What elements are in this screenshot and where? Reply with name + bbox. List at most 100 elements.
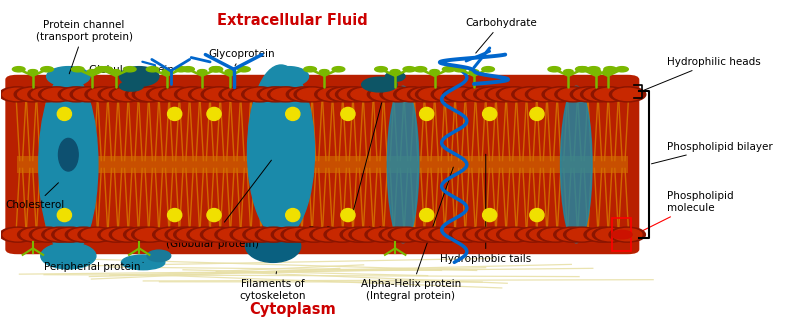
Circle shape: [70, 87, 106, 102]
Text: Carbohydrate: Carbohydrate: [466, 17, 538, 53]
Circle shape: [126, 87, 162, 102]
Circle shape: [415, 87, 452, 102]
Ellipse shape: [147, 250, 170, 262]
Circle shape: [219, 87, 255, 102]
Ellipse shape: [419, 209, 434, 222]
Circle shape: [245, 88, 274, 100]
Circle shape: [230, 227, 266, 242]
Circle shape: [174, 227, 210, 242]
Ellipse shape: [341, 107, 355, 120]
Circle shape: [169, 229, 198, 241]
Circle shape: [95, 67, 108, 72]
Circle shape: [222, 88, 252, 100]
Circle shape: [238, 67, 250, 72]
Text: Extracellular Fluid: Extracellular Fluid: [218, 13, 368, 28]
Ellipse shape: [207, 209, 221, 222]
Circle shape: [353, 229, 382, 241]
Circle shape: [258, 229, 288, 241]
Circle shape: [367, 87, 404, 102]
Ellipse shape: [247, 65, 314, 238]
Circle shape: [541, 229, 570, 241]
Circle shape: [102, 229, 130, 241]
Circle shape: [14, 87, 50, 102]
FancyBboxPatch shape: [6, 75, 639, 254]
Circle shape: [558, 88, 588, 100]
Circle shape: [225, 69, 234, 73]
Circle shape: [587, 229, 617, 241]
Circle shape: [123, 67, 136, 72]
Circle shape: [529, 88, 558, 100]
Circle shape: [150, 88, 179, 100]
Text: Protein channel
(transport protein): Protein channel (transport protein): [35, 20, 133, 74]
Circle shape: [98, 87, 134, 102]
Ellipse shape: [419, 107, 434, 120]
Circle shape: [478, 88, 506, 100]
Circle shape: [406, 227, 442, 242]
Circle shape: [294, 87, 330, 102]
Circle shape: [205, 88, 234, 100]
Circle shape: [136, 88, 165, 100]
Circle shape: [349, 227, 386, 242]
Circle shape: [327, 229, 357, 241]
Circle shape: [489, 88, 518, 100]
Circle shape: [388, 227, 425, 242]
Circle shape: [66, 227, 102, 242]
Circle shape: [581, 87, 617, 102]
Circle shape: [13, 67, 25, 72]
Circle shape: [470, 69, 478, 73]
Circle shape: [187, 227, 223, 242]
Circle shape: [515, 88, 545, 100]
Circle shape: [229, 87, 265, 102]
Circle shape: [594, 88, 624, 100]
Circle shape: [201, 227, 237, 242]
Circle shape: [326, 87, 363, 102]
Circle shape: [343, 229, 373, 241]
Circle shape: [243, 227, 279, 242]
Circle shape: [2, 88, 32, 100]
Circle shape: [610, 87, 646, 102]
Circle shape: [28, 69, 38, 73]
Circle shape: [204, 229, 234, 241]
Circle shape: [18, 88, 47, 100]
Bar: [612, 218, 631, 251]
Circle shape: [347, 87, 384, 102]
Circle shape: [62, 88, 91, 100]
Circle shape: [369, 229, 398, 241]
Circle shape: [411, 88, 440, 100]
Circle shape: [564, 69, 573, 73]
Circle shape: [318, 88, 348, 100]
Circle shape: [74, 88, 103, 100]
Circle shape: [78, 227, 114, 242]
Circle shape: [218, 229, 248, 241]
Circle shape: [575, 67, 588, 72]
Circle shape: [432, 229, 462, 241]
Circle shape: [298, 88, 327, 100]
Circle shape: [429, 227, 466, 242]
Circle shape: [475, 227, 512, 242]
Circle shape: [159, 87, 195, 102]
Circle shape: [296, 227, 332, 242]
Circle shape: [584, 88, 614, 100]
Circle shape: [3, 229, 33, 241]
Circle shape: [174, 87, 211, 102]
Circle shape: [55, 229, 85, 241]
Circle shape: [463, 227, 499, 242]
Circle shape: [518, 229, 548, 241]
Circle shape: [246, 229, 276, 241]
Circle shape: [42, 227, 78, 242]
Ellipse shape: [122, 255, 165, 270]
Circle shape: [31, 88, 61, 100]
Circle shape: [570, 87, 606, 102]
Circle shape: [0, 87, 35, 102]
Circle shape: [596, 229, 626, 241]
Circle shape: [538, 227, 574, 242]
Ellipse shape: [167, 107, 182, 120]
Ellipse shape: [561, 86, 592, 243]
Circle shape: [397, 88, 426, 100]
Text: Globular protein: Globular protein: [89, 65, 174, 75]
Circle shape: [71, 67, 84, 72]
Circle shape: [526, 227, 562, 242]
Circle shape: [420, 229, 449, 241]
Circle shape: [383, 88, 413, 100]
Circle shape: [30, 227, 66, 242]
